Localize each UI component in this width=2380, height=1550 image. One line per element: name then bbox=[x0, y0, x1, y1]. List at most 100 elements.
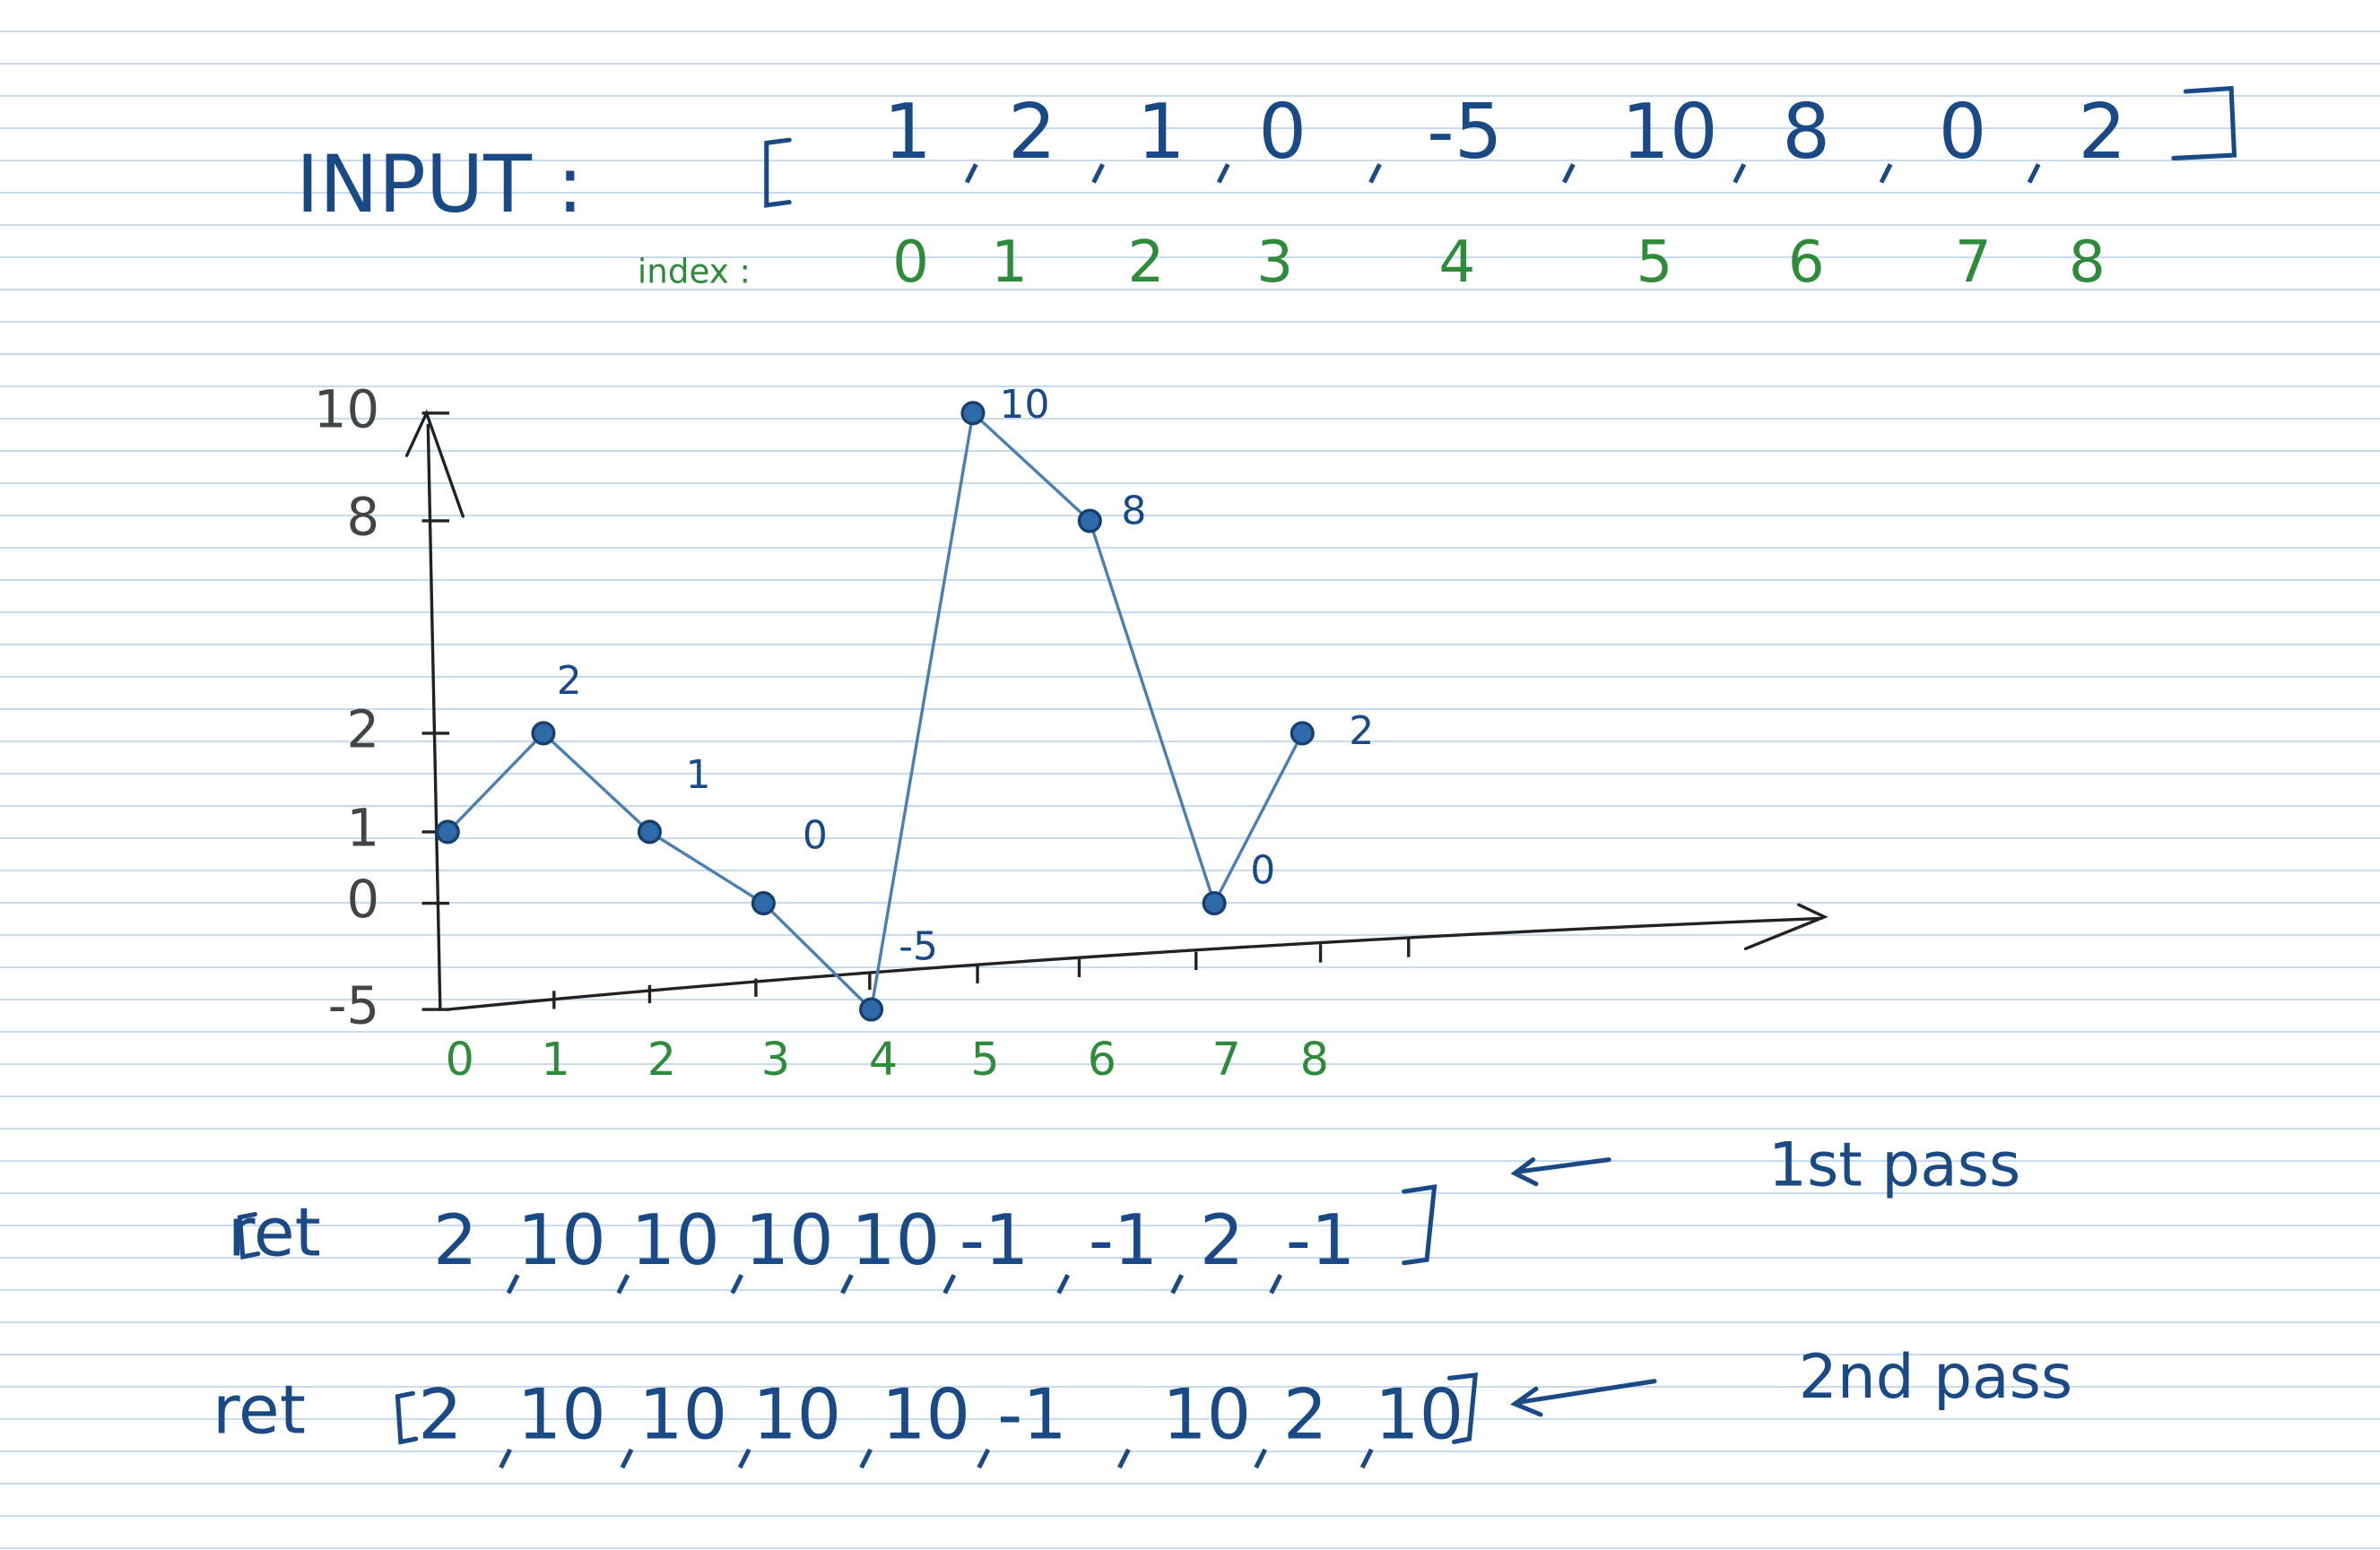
point bbox=[1202, 890, 1227, 916]
point-label: -5 bbox=[899, 923, 938, 969]
x-tick-label: 2 bbox=[647, 1033, 676, 1086]
x-axis bbox=[446, 903, 1828, 1011]
bracket bbox=[237, 1184, 1438, 1266]
pass-value: -1 bbox=[960, 1200, 1029, 1281]
pass-value: 2 bbox=[433, 1200, 478, 1281]
comma bbox=[1056, 1274, 1071, 1295]
index-value: 7 bbox=[1955, 229, 1992, 296]
input-label: INPUT : bbox=[296, 138, 584, 230]
x-tick-label: 7 bbox=[1212, 1033, 1240, 1086]
index-value: 5 bbox=[1636, 229, 1672, 296]
point bbox=[1290, 721, 1315, 746]
input-value: 0 bbox=[1258, 87, 1307, 176]
point bbox=[435, 819, 460, 844]
y-tick-label: 0 bbox=[347, 870, 380, 930]
input-value: 8 bbox=[1782, 87, 1830, 176]
x-tick-label: 5 bbox=[970, 1033, 999, 1086]
comma bbox=[840, 1274, 854, 1295]
comma bbox=[616, 1274, 630, 1295]
input-value: 1 bbox=[883, 87, 932, 176]
index-value: 0 bbox=[892, 229, 929, 296]
ret-label: ret bbox=[228, 1193, 321, 1271]
point bbox=[751, 890, 776, 916]
comma bbox=[1091, 163, 1105, 184]
comma bbox=[2027, 163, 2041, 184]
pass-value: -1 bbox=[1286, 1200, 1356, 1281]
comma bbox=[859, 1448, 873, 1469]
bracket bbox=[395, 1372, 1479, 1445]
x-tick-label: 3 bbox=[761, 1033, 790, 1086]
pass-value: 10 bbox=[517, 1200, 606, 1281]
bracket bbox=[2171, 85, 2237, 160]
pass-value: 10 bbox=[1162, 1374, 1251, 1455]
index-value: 3 bbox=[1256, 229, 1293, 296]
pass-value: 10 bbox=[517, 1374, 606, 1455]
comma bbox=[1733, 163, 1747, 184]
pass-value: 10 bbox=[851, 1200, 940, 1281]
x-tick-label: 0 bbox=[446, 1033, 474, 1086]
comma bbox=[506, 1274, 520, 1295]
y-tick-label: 2 bbox=[347, 700, 380, 760]
point-label: 0 bbox=[1250, 848, 1275, 894]
point-label: 10 bbox=[1000, 382, 1050, 428]
ret-label: ret bbox=[213, 1371, 306, 1449]
index-value: 4 bbox=[1438, 229, 1475, 296]
pass-note: 1st pass bbox=[1768, 1129, 2020, 1199]
comma bbox=[1117, 1448, 1131, 1469]
input-value: 2 bbox=[2078, 87, 2126, 176]
point bbox=[1077, 508, 1102, 533]
arrow bbox=[1510, 1157, 1611, 1187]
comma bbox=[1269, 1274, 1282, 1295]
comma bbox=[1170, 1274, 1184, 1295]
point bbox=[637, 819, 662, 844]
point-label: 8 bbox=[1121, 489, 1146, 534]
arrow bbox=[1510, 1379, 1657, 1417]
point bbox=[960, 401, 986, 426]
comma bbox=[737, 1448, 751, 1469]
index-value: 8 bbox=[2069, 229, 2106, 296]
pass-value: -1 bbox=[997, 1374, 1067, 1455]
x-tick-label: 1 bbox=[541, 1033, 569, 1086]
pass-value: 10 bbox=[631, 1200, 720, 1281]
pass-note: 2nd pass bbox=[1799, 1341, 2072, 1412]
point-label: 2 bbox=[1349, 708, 1374, 754]
comma bbox=[620, 1448, 634, 1469]
index-value: 2 bbox=[1127, 229, 1164, 296]
y-tick-label: 1 bbox=[347, 799, 380, 859]
pass-value: 10 bbox=[752, 1374, 841, 1455]
comma bbox=[942, 1274, 957, 1295]
y-axis bbox=[404, 409, 465, 1011]
point-label: 1 bbox=[686, 752, 711, 798]
pass-value: 10 bbox=[745, 1200, 834, 1281]
pass-value: 2 bbox=[1200, 1200, 1245, 1281]
input-value: 1 bbox=[1137, 87, 1186, 176]
input-value: 10 bbox=[1621, 87, 1718, 176]
strokes bbox=[237, 85, 2237, 1445]
input-value: -5 bbox=[1427, 87, 1502, 176]
index-value: 1 bbox=[991, 229, 1028, 296]
comma bbox=[977, 1448, 991, 1469]
pass-value: 2 bbox=[418, 1374, 463, 1455]
pass-value: 10 bbox=[1375, 1374, 1464, 1455]
y-tick-label: -5 bbox=[328, 976, 379, 1036]
pass-value: 10 bbox=[882, 1374, 970, 1455]
input-value: 0 bbox=[1939, 87, 1987, 176]
comma bbox=[730, 1274, 744, 1295]
pass-value: 10 bbox=[638, 1374, 727, 1455]
bracket bbox=[764, 137, 792, 208]
comma bbox=[1879, 163, 1893, 184]
x-tick-label: 8 bbox=[1300, 1033, 1329, 1086]
comma bbox=[964, 163, 978, 184]
pass-value: 2 bbox=[1283, 1374, 1328, 1455]
comma bbox=[1368, 163, 1382, 184]
comma bbox=[499, 1448, 512, 1469]
x-tick-label: 4 bbox=[869, 1033, 898, 1086]
point bbox=[531, 721, 556, 746]
y-tick-label: 10 bbox=[314, 379, 379, 439]
x-tick-label: 6 bbox=[1088, 1033, 1116, 1086]
point-label: 0 bbox=[803, 813, 828, 859]
comma bbox=[1561, 163, 1576, 184]
index-value: 6 bbox=[1788, 229, 1825, 296]
